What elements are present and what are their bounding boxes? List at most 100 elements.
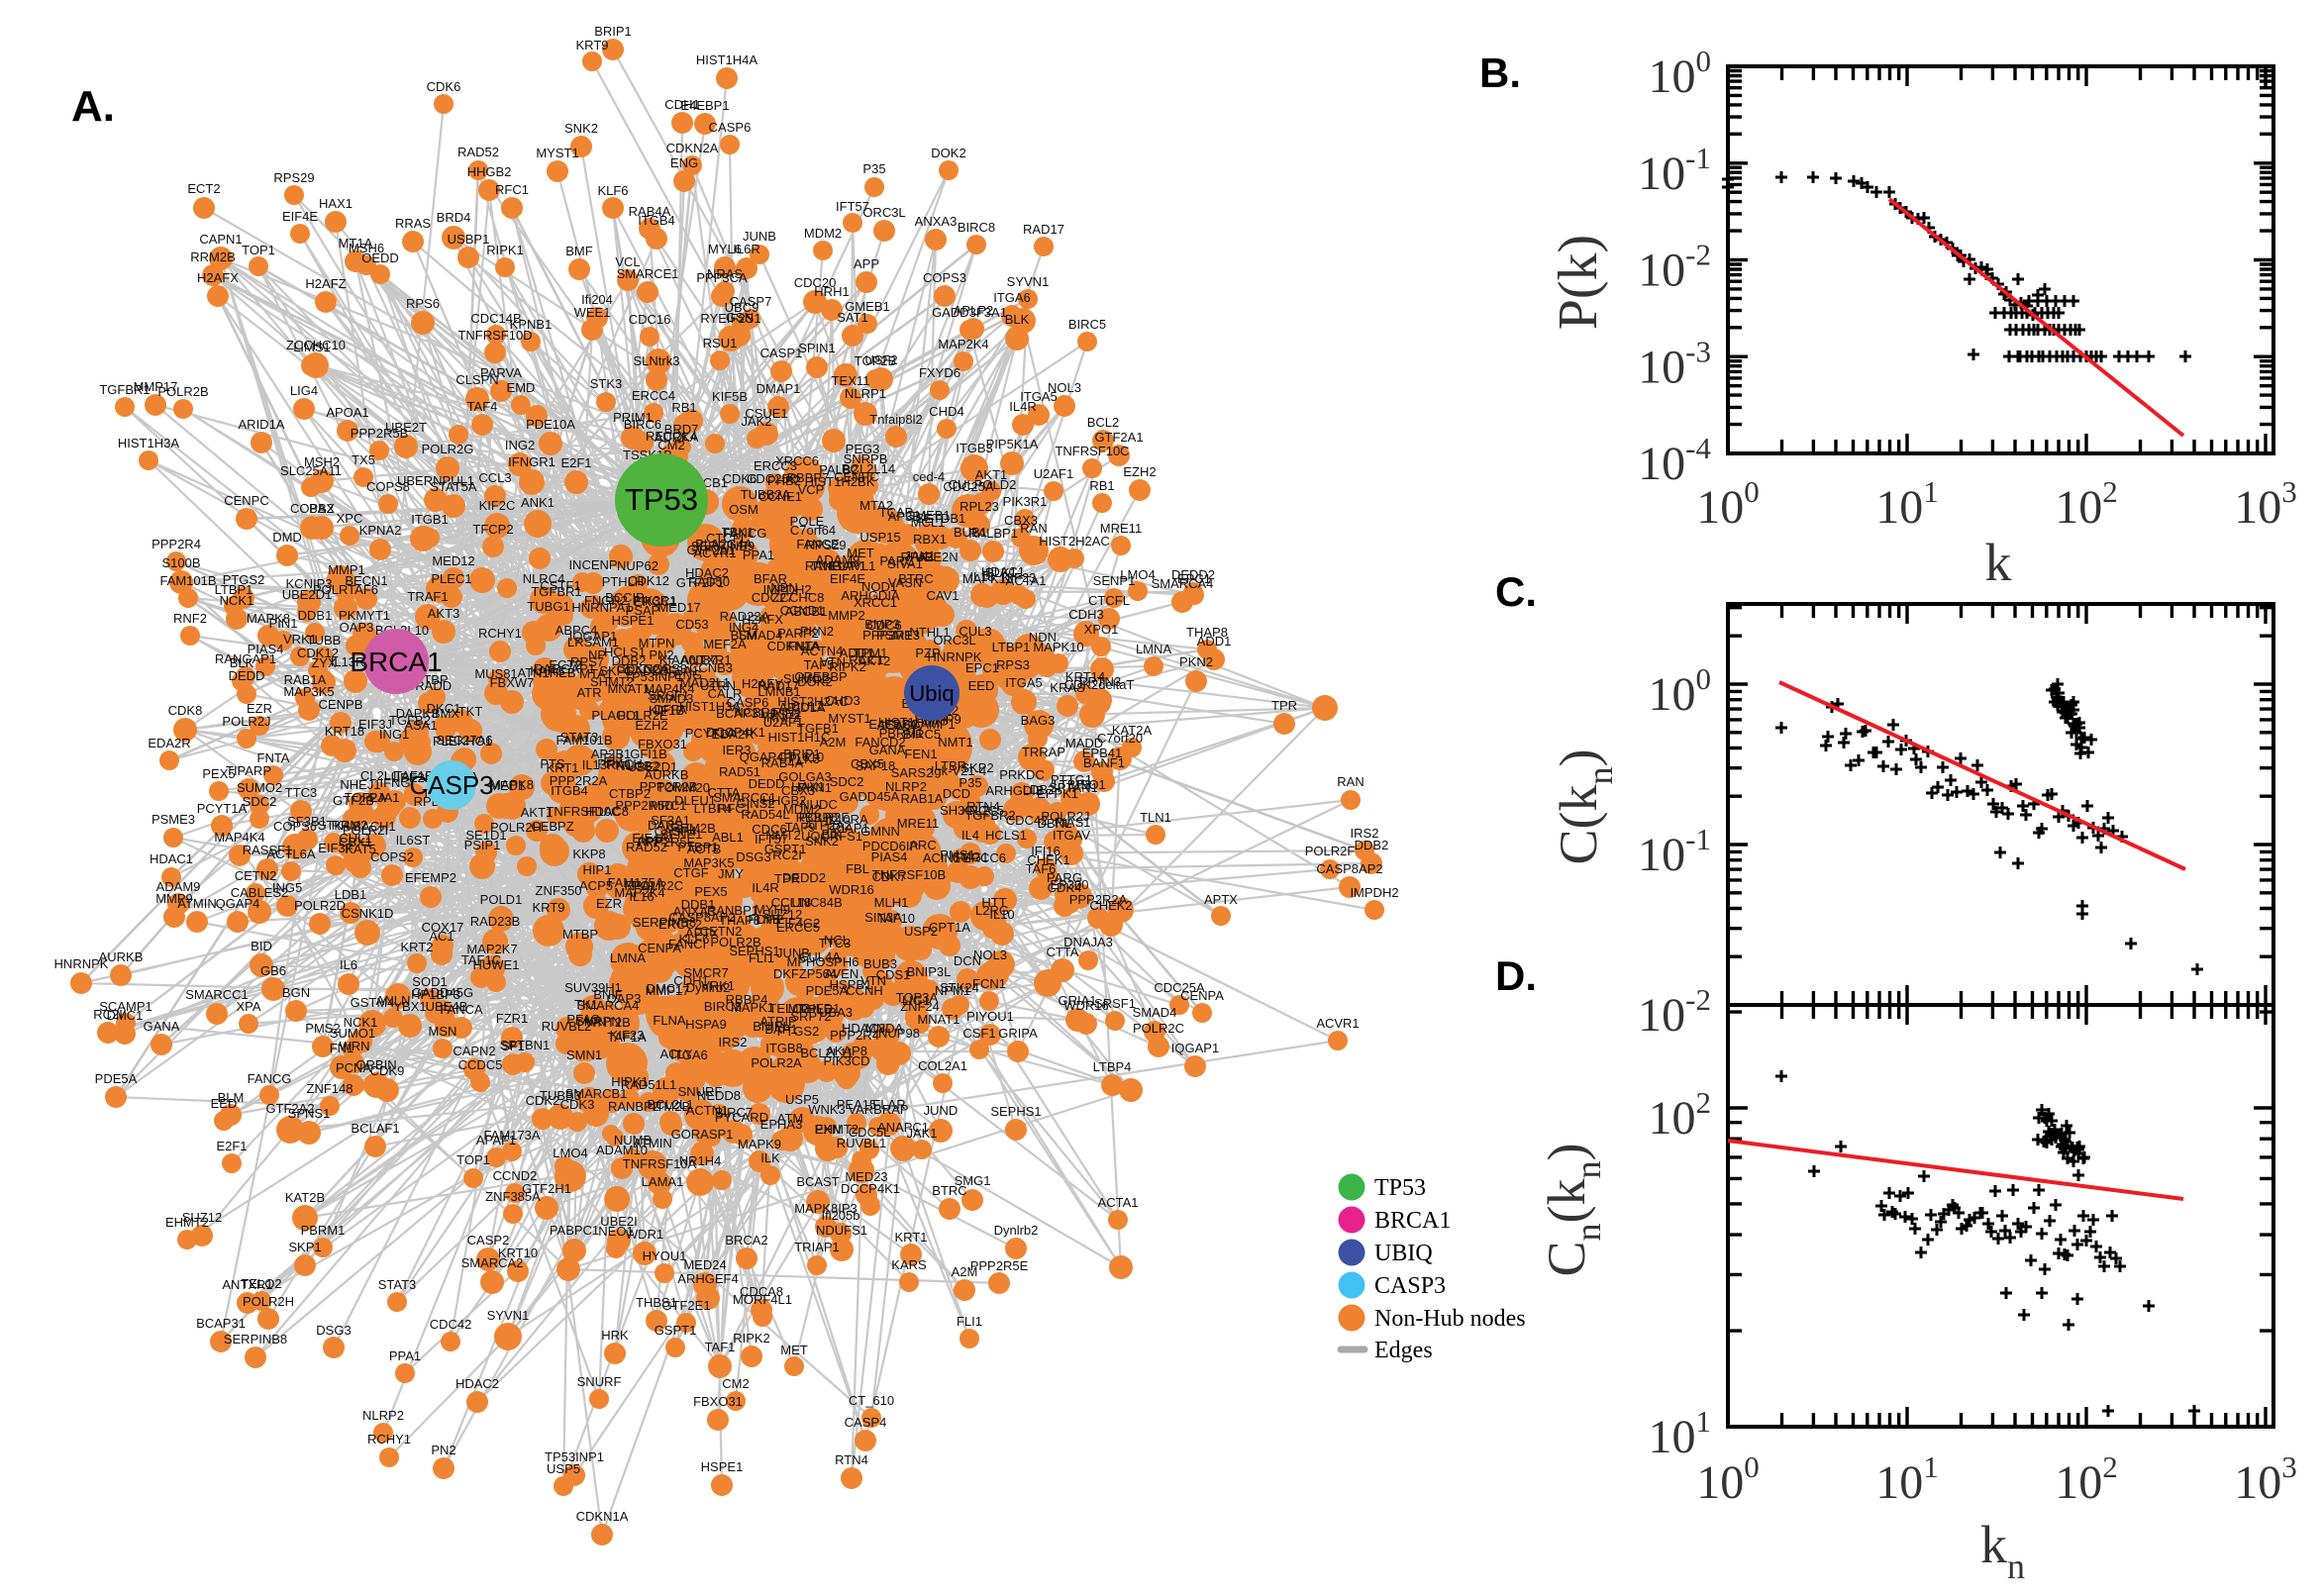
svg-text:KRT18: KRT18 bbox=[325, 724, 364, 739]
svg-text:SNK2: SNK2 bbox=[805, 834, 839, 848]
svg-text:E2F1: E2F1 bbox=[216, 1139, 247, 1153]
svg-text:CCL3: CCL3 bbox=[478, 470, 511, 485]
svg-text:BCL2L1: BCL2L1 bbox=[648, 1097, 694, 1112]
svg-text:PLEC1: PLEC1 bbox=[431, 571, 471, 586]
svg-text:SCAMP1: SCAMP1 bbox=[902, 717, 955, 732]
svg-text:CETN2: CETN2 bbox=[235, 868, 277, 883]
svg-text:B.: B. bbox=[1479, 50, 1521, 96]
svg-text:CDKN2A: CDKN2A bbox=[617, 661, 669, 676]
svg-text:FEN1: FEN1 bbox=[904, 747, 937, 761]
svg-text:MTPN: MTPN bbox=[639, 636, 675, 650]
svg-text:SPTAN1: SPTAN1 bbox=[1049, 780, 1098, 795]
svg-text:RPS29: RPS29 bbox=[273, 170, 314, 185]
svg-text:STAT5A: STAT5A bbox=[430, 479, 477, 494]
svg-text:PIP5K1A: PIP5K1A bbox=[986, 437, 1039, 451]
svg-text:SNRPN: SNRPN bbox=[575, 1014, 621, 1029]
svg-text:A.: A. bbox=[71, 82, 115, 131]
svg-text:SPTBN1: SPTBN1 bbox=[500, 1038, 551, 1052]
svg-text:CENPC: CENPC bbox=[834, 469, 879, 484]
svg-text:POLR2H: POLR2H bbox=[490, 820, 542, 835]
svg-text:PLK3: PLK3 bbox=[788, 751, 820, 766]
svg-text:DMC1: DMC1 bbox=[107, 1008, 144, 1023]
svg-text:BRIP1: BRIP1 bbox=[783, 747, 821, 761]
svg-text:MMP17: MMP17 bbox=[134, 379, 178, 394]
svg-text:VARBRAP: VARBRAP bbox=[848, 1102, 908, 1117]
svg-text:CCNH: CCNH bbox=[846, 983, 883, 998]
svg-text:SPNS1: SPNS1 bbox=[288, 1106, 331, 1121]
svg-text:EIF4G2: EIF4G2 bbox=[776, 916, 821, 931]
svg-text:USP5: USP5 bbox=[547, 1461, 580, 1476]
svg-text:RASSF1: RASSF1 bbox=[243, 843, 293, 857]
svg-text:IFT57: IFT57 bbox=[836, 199, 869, 214]
svg-text:LTBP1: LTBP1 bbox=[215, 582, 253, 597]
svg-text:COL2A1: COL2A1 bbox=[918, 1058, 967, 1073]
svg-text:PMS1: PMS1 bbox=[940, 848, 974, 862]
svg-text:HRK: HRK bbox=[601, 1328, 629, 1343]
svg-text:KRT14: KRT14 bbox=[1065, 669, 1105, 684]
svg-text:NUP62: NUP62 bbox=[617, 558, 658, 573]
svg-text:APP: APP bbox=[637, 834, 662, 848]
svg-text:EZR: EZR bbox=[596, 896, 622, 911]
svg-text:RCHY1: RCHY1 bbox=[367, 1432, 411, 1446]
svg-text:ANTXR1: ANTXR1 bbox=[680, 652, 731, 667]
svg-text:SDC2: SDC2 bbox=[243, 794, 277, 809]
svg-text:MYST1: MYST1 bbox=[536, 146, 578, 160]
svg-text:PN2: PN2 bbox=[649, 648, 673, 662]
svg-text:TUBB2A: TUBB2A bbox=[741, 487, 791, 502]
svg-text:CSF1: CSF1 bbox=[962, 1026, 995, 1041]
svg-text:BIRC6: BIRC6 bbox=[624, 417, 661, 432]
svg-text:TUBB3: TUBB3 bbox=[540, 1088, 581, 1103]
svg-text:SLNtrk3: SLNtrk3 bbox=[634, 353, 680, 368]
svg-text:TUBB: TUBB bbox=[307, 633, 342, 648]
svg-text:SMARCC1: SMARCC1 bbox=[185, 987, 249, 1002]
svg-text:TAF1B: TAF1B bbox=[394, 768, 434, 783]
svg-text:POLR2I: POLR2I bbox=[343, 823, 388, 838]
svg-text:BUB1: BUB1 bbox=[954, 525, 987, 540]
svg-text:STK24: STK24 bbox=[940, 980, 979, 995]
svg-text:BCLAF1: BCLAF1 bbox=[351, 1121, 399, 1136]
svg-text:PRKDC: PRKDC bbox=[999, 767, 1045, 782]
svg-text:MED1: MED1 bbox=[489, 778, 525, 793]
svg-text:ANXA3: ANXA3 bbox=[673, 904, 716, 919]
svg-text:Tnfaip8l2: Tnfaip8l2 bbox=[869, 412, 922, 427]
svg-text:DCD: DCD bbox=[943, 786, 970, 801]
svg-text:RSU1: RSU1 bbox=[703, 336, 738, 350]
svg-text:GADD3F3A1: GADD3F3A1 bbox=[932, 305, 1007, 320]
svg-text:KIF2C: KIF2C bbox=[479, 498, 516, 513]
svg-text:BMF: BMF bbox=[565, 244, 593, 258]
svg-text:EHMT2: EHMT2 bbox=[165, 1215, 209, 1230]
svg-text:EIF3F: EIF3F bbox=[318, 841, 353, 855]
svg-text:PZP: PZP bbox=[915, 646, 940, 660]
svg-text:HDAC2: HDAC2 bbox=[685, 565, 729, 580]
svg-text:PPP2R2A: PPP2R2A bbox=[550, 773, 608, 788]
svg-text:KRAS: KRAS bbox=[1050, 680, 1085, 695]
svg-text:HIST1H3A: HIST1H3A bbox=[118, 436, 179, 450]
svg-text:DCCP4K1: DCCP4K1 bbox=[841, 1181, 900, 1196]
svg-text:LMNB1: LMNB1 bbox=[758, 684, 800, 699]
svg-text:PPP3R1: PPP3R1 bbox=[862, 628, 912, 643]
svg-text:KIAA0087: KIAA0087 bbox=[659, 652, 718, 667]
svg-text:DDB2: DDB2 bbox=[1355, 838, 1389, 852]
svg-text:JUNB: JUNB bbox=[776, 946, 810, 960]
svg-text:FN1: FN1 bbox=[330, 1041, 354, 1055]
svg-text:BLK: BLK bbox=[230, 655, 254, 670]
svg-text:EZR: EZR bbox=[247, 701, 272, 716]
svg-text:ORBIN: ORBIN bbox=[355, 1057, 396, 1072]
svg-text:ATN1HEB: ATN1HEB bbox=[518, 665, 576, 680]
svg-text:IL6: IL6 bbox=[340, 957, 357, 972]
svg-text:ATM: ATM bbox=[777, 1111, 803, 1126]
svg-text:MNAT1: MNAT1 bbox=[917, 1012, 960, 1027]
svg-text:GSN: GSN bbox=[726, 310, 754, 325]
svg-text:LMNA: LMNA bbox=[1136, 642, 1171, 656]
svg-text:CABLES2: CABLES2 bbox=[231, 885, 289, 900]
svg-text:JAK2: JAK2 bbox=[741, 414, 771, 429]
svg-text:SMARCE1: SMARCE1 bbox=[617, 266, 679, 281]
svg-text:RAB4A: RAB4A bbox=[629, 204, 671, 219]
svg-text:PABPC1: PABPC1 bbox=[550, 1223, 599, 1238]
svg-text:CDC14B: CDC14B bbox=[470, 311, 521, 326]
svg-text:LMNA: LMNA bbox=[610, 950, 646, 965]
svg-text:MNAT1: MNAT1 bbox=[607, 681, 650, 696]
svg-text:LIG4: LIG4 bbox=[290, 383, 318, 398]
svg-text:MTA2: MTA2 bbox=[859, 498, 893, 513]
svg-text:CDKN1A: CDKN1A bbox=[576, 1509, 629, 1524]
